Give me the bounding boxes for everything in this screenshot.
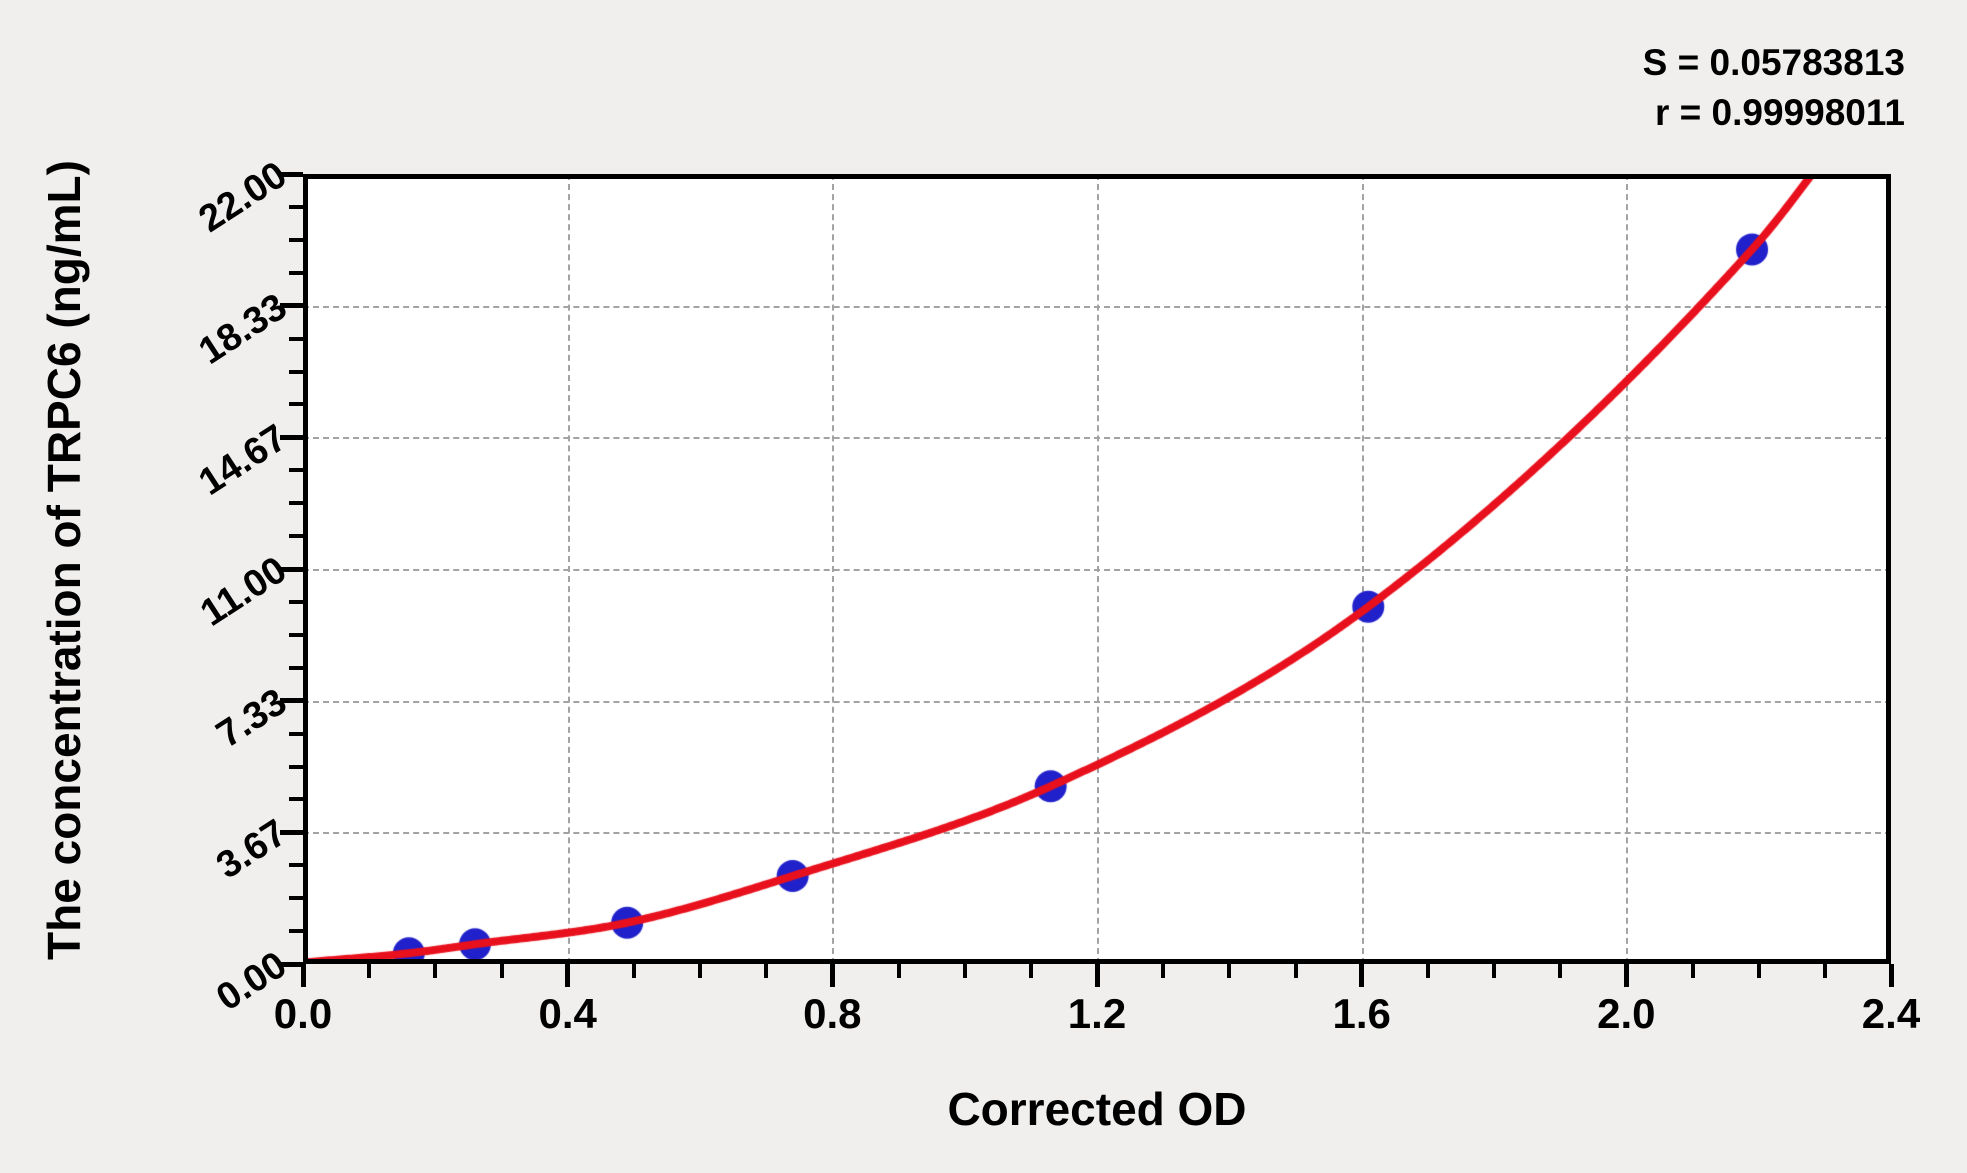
y-minor-tick (289, 929, 303, 934)
y-minor-tick (289, 369, 303, 374)
y-tick-label-3.67: 3.67 (209, 812, 295, 888)
x-major-tick-0 (300, 964, 306, 987)
y-minor-tick (289, 237, 303, 242)
y-minor-tick (289, 204, 303, 209)
x-major-tick-2.4 (1888, 964, 1894, 987)
y-minor-tick (289, 336, 303, 341)
x-minor-tick (896, 964, 901, 978)
y-tick-label-14.67: 14.67 (191, 417, 295, 505)
x-minor-tick (1227, 964, 1232, 978)
y-minor-tick (289, 896, 303, 901)
y-minor-tick (289, 797, 303, 802)
y-minor-tick (289, 731, 303, 736)
x-minor-tick (433, 964, 438, 978)
y-major-tick-18.33 (280, 303, 303, 309)
stat-s-value: S = 0.05783813 (1642, 42, 1905, 83)
y-tick-label-11: 11.00 (193, 548, 295, 635)
x-tick-label-0.8: 0.8 (803, 990, 862, 1037)
x-minor-tick (1028, 964, 1033, 978)
y-major-tick-7.33 (280, 698, 303, 704)
y-minor-tick (289, 599, 303, 604)
chart-canvas (303, 174, 1891, 964)
x-tick-label-1.2: 1.2 (1067, 990, 1127, 1037)
y-major-tick-3.67 (280, 829, 303, 835)
fit-statistics: S = 0.05783813 r = 0.99998011 (1643, 38, 1905, 138)
x-minor-tick (1756, 964, 1761, 978)
x-tick-label-1.6: 1.6 (1332, 990, 1391, 1037)
y-minor-tick (289, 402, 303, 407)
x-major-tick-0.8 (829, 964, 835, 987)
y-minor-tick (289, 665, 303, 670)
x-minor-tick (1558, 964, 1563, 978)
stat-r-value: r = 0.99998011 (1654, 92, 1905, 133)
y-minor-tick (289, 632, 303, 637)
x-minor-tick (1492, 964, 1496, 978)
y-minor-tick (289, 468, 303, 473)
x-minor-tick (1690, 964, 1695, 978)
y-minor-tick (289, 764, 303, 769)
y-tick-label-22: 22.00 (191, 153, 295, 241)
x-minor-tick (962, 964, 967, 978)
y-major-tick-14.67 (280, 434, 303, 440)
x-minor-tick (1425, 964, 1430, 978)
x-major-tick-0.4 (565, 964, 571, 987)
x-tick-label-2.4: 2.4 (1861, 990, 1921, 1037)
x-major-tick-2 (1623, 964, 1629, 987)
x-major-tick-1.6 (1359, 964, 1365, 987)
x-tick-label-0: 0.0 (273, 990, 333, 1037)
x-tick-label-0.4: 0.4 (538, 990, 597, 1037)
x-axis-title: Corrected OD (947, 1083, 1247, 1135)
x-minor-tick (631, 964, 636, 978)
y-minor-tick (289, 270, 303, 275)
y-major-tick-22 (280, 171, 303, 177)
x-minor-tick (1822, 964, 1827, 978)
y-axis-title: The concentration of TRPC6 (ng/mL) (38, 160, 90, 960)
x-major-tick-1.2 (1094, 964, 1100, 987)
y-minor-tick (289, 863, 303, 868)
x-minor-tick (367, 964, 372, 978)
x-tick-label-2: 2.0 (1597, 990, 1656, 1037)
y-tick-label-18.33: 18.33 (191, 285, 295, 373)
y-major-tick-0 (280, 961, 303, 967)
x-minor-tick (1161, 964, 1166, 978)
x-minor-tick (764, 964, 769, 978)
x-minor-tick (1293, 964, 1298, 978)
y-minor-tick (289, 501, 303, 506)
y-major-tick-11 (280, 566, 303, 572)
y-minor-tick (289, 534, 303, 539)
x-minor-tick (698, 964, 702, 978)
y-tick-label-7.33: 7.33 (209, 680, 295, 757)
x-minor-tick (499, 964, 504, 978)
